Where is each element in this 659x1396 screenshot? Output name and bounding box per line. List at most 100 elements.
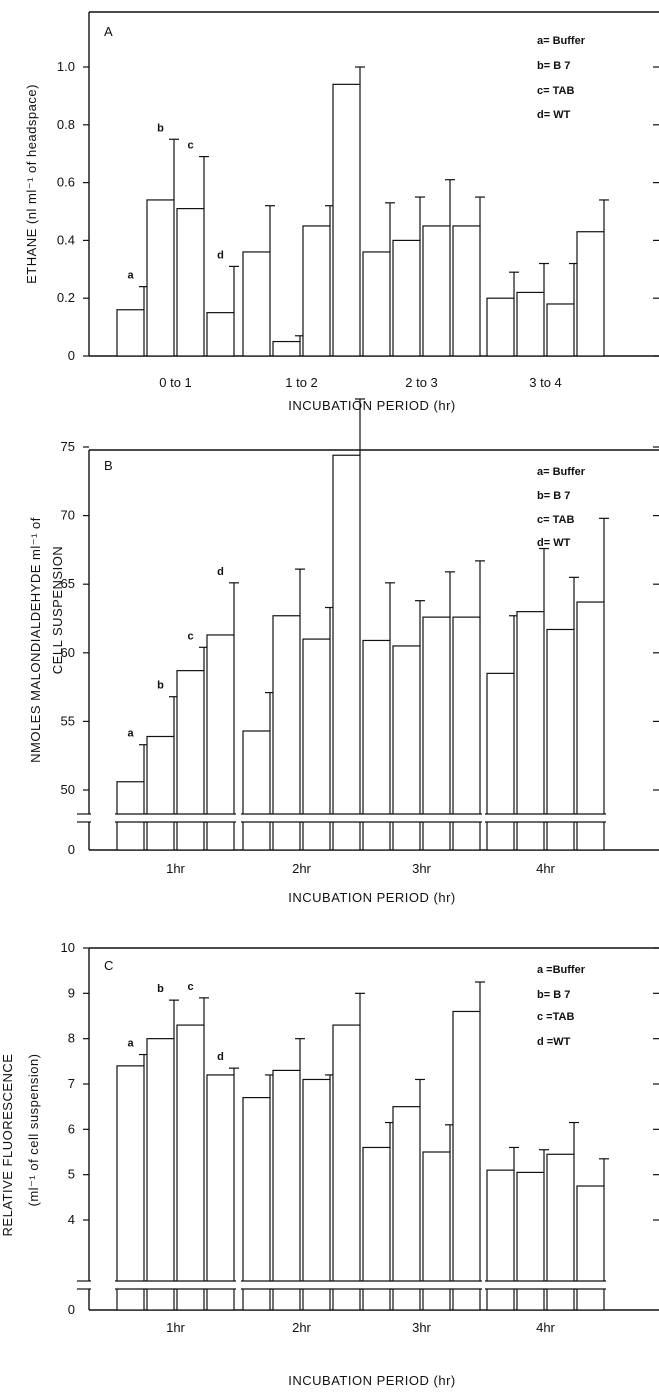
y-tick-label: 8 <box>68 1031 75 1046</box>
legend-entry: b= B 7 <box>537 490 570 502</box>
bar <box>176 208 205 357</box>
bar-break-gap <box>242 814 271 822</box>
legend-entry: d= WT <box>537 109 571 121</box>
y-axis-title: ETHANE (nl ml⁻¹ of headspace) <box>24 84 39 284</box>
x-category-label: 4hr <box>536 1320 555 1335</box>
y-tick-label: 0 <box>68 348 75 363</box>
axis-break-gap <box>77 814 91 822</box>
bar-break-gap <box>116 1281 145 1289</box>
y-tick-label: 0.8 <box>57 117 75 132</box>
x-category-label: 3hr <box>412 1320 431 1335</box>
bar-break-gap <box>302 1281 331 1289</box>
x-category-label: 1hr <box>166 861 185 876</box>
y-tick-label: 7 <box>68 1076 75 1091</box>
bar-letter: d <box>217 249 224 261</box>
legend-entry: d =WT <box>537 1036 571 1048</box>
bar <box>242 251 271 357</box>
bar-letter: c <box>187 140 193 152</box>
y-tick-label: 0.2 <box>57 290 75 305</box>
bar <box>486 297 515 357</box>
bar <box>576 601 605 851</box>
bar-letter: b <box>157 680 164 692</box>
bar <box>452 225 481 357</box>
legend-entry: b= B 7 <box>537 989 570 1001</box>
axis-break-gap <box>77 1281 91 1289</box>
legend-entry: a= Buffer <box>537 466 586 478</box>
bar <box>242 1096 271 1311</box>
x-category-label: 2 to 3 <box>405 375 438 390</box>
y-tick-label: 60 <box>61 645 75 660</box>
bar <box>116 309 145 357</box>
y-tick-label: 65 <box>61 576 75 591</box>
bar <box>302 1078 331 1311</box>
legend-entry: a =Buffer <box>537 964 586 976</box>
bar-letter: c <box>187 981 193 993</box>
bar-break-gap <box>362 1281 391 1289</box>
y-tick-label: 1.0 <box>57 59 75 74</box>
bar <box>242 730 271 851</box>
y-tick-label: 0 <box>68 842 75 857</box>
bar <box>452 616 481 851</box>
y-tick-label: 6 <box>68 1121 75 1136</box>
bar-break-gap <box>242 1281 271 1289</box>
x-category-label: 2hr <box>292 1320 311 1335</box>
y-axis-title-line2: (ml⁻¹ of cell suspension) <box>26 1053 41 1206</box>
y-axis-title: NMOLES MALONDIALDEHYDE ml⁻¹ of <box>28 517 43 763</box>
bar <box>206 312 235 357</box>
bar-break-gap <box>116 814 145 822</box>
bar <box>516 291 545 357</box>
bar <box>546 628 575 851</box>
bar-break-gap <box>576 1281 605 1289</box>
panel-letter: A <box>104 24 113 39</box>
y-tick-label: 5 <box>68 1167 75 1182</box>
bar <box>422 616 451 851</box>
bar-break-gap <box>272 814 301 822</box>
bar <box>422 225 451 357</box>
bar <box>332 83 361 357</box>
bar-break-gap <box>146 1281 175 1289</box>
panel-letter: B <box>104 458 113 473</box>
bar-break-gap <box>176 814 205 822</box>
x-category-label: 3 to 4 <box>529 375 562 390</box>
bar <box>546 303 575 357</box>
bar-break-gap <box>176 1281 205 1289</box>
bar-break-gap <box>392 814 421 822</box>
y-tick-label: 75 <box>61 439 75 454</box>
bar-letter: a <box>127 1038 134 1050</box>
y-tick-label: 55 <box>61 713 75 728</box>
y-tick-label: 9 <box>68 985 75 1000</box>
bar-break-gap <box>452 814 481 822</box>
bar-break-gap <box>452 1281 481 1289</box>
bar-letter: a <box>127 270 134 282</box>
y-tick-label: 10 <box>61 940 75 955</box>
bar <box>392 239 421 357</box>
bar-break-gap <box>392 1281 421 1289</box>
legend-entry: c= TAB <box>537 85 574 97</box>
bar-letter: a <box>127 728 134 740</box>
bar-break-gap <box>272 1281 301 1289</box>
bar-break-gap <box>332 814 361 822</box>
bar <box>332 454 361 851</box>
y-tick-label: 4 <box>68 1212 75 1227</box>
bar <box>332 1024 361 1311</box>
bar <box>576 231 605 357</box>
y-tick-label: 0 <box>68 1302 75 1317</box>
bar-letter: c <box>187 630 193 642</box>
x-axis-title: INCUBATION PERIOD (hr) <box>288 398 456 413</box>
bar <box>392 1106 421 1311</box>
legend-entry: c =TAB <box>537 1011 574 1023</box>
x-category-label: 2hr <box>292 861 311 876</box>
x-category-label: 0 to 1 <box>159 375 192 390</box>
bar-break-gap <box>206 1281 235 1289</box>
bar-break-gap <box>486 814 515 822</box>
legend-entry: b= B 7 <box>537 60 570 72</box>
bar-break-gap <box>146 814 175 822</box>
bar-letter: d <box>217 1051 224 1063</box>
bar <box>272 615 301 851</box>
legend-entry: d= WT <box>537 537 571 549</box>
bar-letter: b <box>157 122 164 134</box>
x-category-label: 4hr <box>536 861 555 876</box>
bar-letter: d <box>217 566 224 578</box>
legend-entry: a= Buffer <box>537 35 586 47</box>
